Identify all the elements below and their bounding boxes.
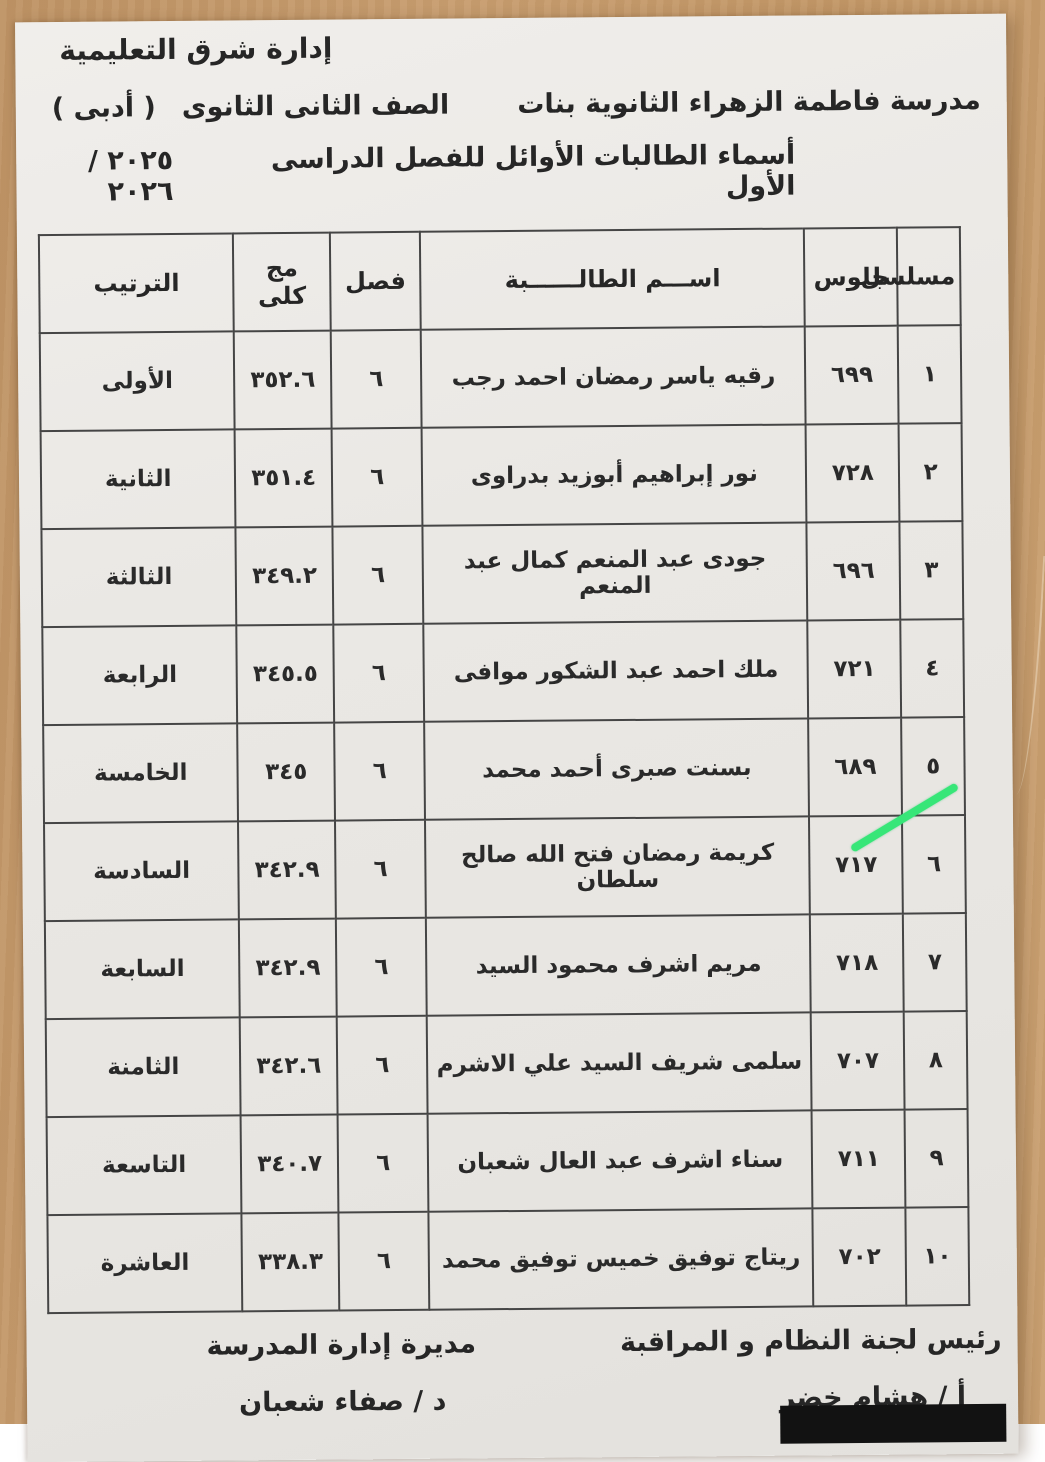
list-title: أسماء الطالبات الأوائل للفصل الدراسى الأ… xyxy=(270,139,796,203)
name-cell: كريمة رمضان فتح الله صالح سلطان xyxy=(425,816,811,918)
seat-cell: ٧١١ xyxy=(811,1109,906,1209)
table-row: ١٠ ٧٠٢ ريتاج توفيق خميس توفيق محمد ٦ ٣٣٨… xyxy=(47,1207,970,1314)
rank-cell: التاسعة xyxy=(46,1115,242,1216)
total-cell: ٣٤٢.٩ xyxy=(238,820,336,920)
class-cell: ٦ xyxy=(337,1113,429,1213)
seat-cell: ٦٨٩ xyxy=(808,717,903,817)
name-cell: سلمى شريف السيد علي الاشرم xyxy=(427,1012,812,1114)
name-cell: ملك احمد عبد الشكور موافى xyxy=(423,620,809,722)
serial-cell: ٣ xyxy=(899,521,964,620)
table-row-highlighted: ٦ ٧١٧ كريمة رمضان فتح الله صالح سلطان ٦ … xyxy=(44,815,966,922)
name-cell: مريم اشرف محمود السيد xyxy=(426,914,812,1016)
serial-cell: ٩ xyxy=(904,1109,969,1208)
table-row: ٧ ٧١٨ مريم اشرف محمود السيد ٦ ٣٤٢.٩ السا… xyxy=(44,913,967,1020)
seat-cell: ٧٠٧ xyxy=(811,1011,905,1111)
seat-cell: ٧٢١ xyxy=(807,619,902,719)
school-name: مدرسة فاطمة الزهراء الثانوية بنات xyxy=(517,84,981,120)
serial-cell: ٦ xyxy=(902,815,966,914)
table-row: ٩ ٧١١ سناء اشرف عبد العال شعبان ٦ ٣٤٠.٧ … xyxy=(46,1109,969,1216)
total-cell: ٣٥٢.٦ xyxy=(234,330,332,430)
serial-cell: ١٠ xyxy=(905,1207,970,1306)
total-cell: ٣٣٨.٣ xyxy=(241,1212,340,1312)
table-row: ٨ ٧٠٧ سلمى شريف السيد علي الاشرم ٦ ٣٤٢.٦… xyxy=(45,1011,968,1118)
total-cell: ٣٤٥.٥ xyxy=(236,624,335,724)
department-name: إدارة شرق التعليمية xyxy=(59,31,333,67)
table-row: ١ ٦٩٩ رقيه ياسر رمضان احمد رجب ٦ ٣٥٢.٦ ا… xyxy=(39,325,962,432)
seat-cell: ٧٠٢ xyxy=(812,1207,907,1307)
total-cell: ٣٥١.٤ xyxy=(234,428,333,528)
seat-cell: ٦٩٩ xyxy=(805,325,899,425)
principal-title: مديرة إدارة المدرسة xyxy=(206,1328,477,1362)
rank-cell: العاشرة xyxy=(47,1213,243,1314)
name-cell: رقيه ياسر رمضان احمد رجب xyxy=(421,326,806,428)
col-header-name: اســـم الطالــــــبة xyxy=(420,228,806,330)
serial-cell: ٢ xyxy=(898,423,963,522)
rank-cell: السابعة xyxy=(44,919,241,1020)
rank-cell: الثانية xyxy=(40,429,236,530)
top-students-table: مسلسل جلوس اســـم الطالــــــبة فصل مج ك… xyxy=(37,226,971,1315)
class-cell: ٦ xyxy=(331,427,423,527)
header-row: مسلسل جلوس اســـم الطالــــــبة فصل مج ك… xyxy=(38,227,961,334)
class-cell: ٦ xyxy=(335,917,428,1017)
total-cell: ٣٤٩.٢ xyxy=(235,526,334,626)
seat-cell: ٧٢٨ xyxy=(805,423,900,523)
rank-cell: الخامسة xyxy=(43,723,239,824)
academic-year: ٢٠٢٥ / ٢٠٢٦ xyxy=(87,144,174,208)
class-cell: ٦ xyxy=(335,819,427,919)
department-line: إدارة شرق التعليمية xyxy=(15,26,1006,68)
rank-cell: الثامنة xyxy=(45,1017,241,1118)
total-cell: ٣٤٢.٩ xyxy=(239,918,337,1018)
class-cell: ٦ xyxy=(336,1015,428,1115)
rank-cell: الثالثة xyxy=(41,527,237,628)
name-cell: سناء اشرف عبد العال شعبان xyxy=(427,1110,813,1212)
grade-label: الصف الثانى الثانوى xyxy=(181,89,450,123)
col-header-total: مج كلى xyxy=(233,232,331,332)
principal-name: د / صفاء شعبان xyxy=(238,1385,447,1419)
class-cell: ٦ xyxy=(333,623,425,723)
col-header-seat: جلوس xyxy=(804,227,899,327)
grade-group: الصف الثانى الثانوى ( أدبى ) xyxy=(52,90,450,124)
total-cell: ٣٤٥ xyxy=(237,722,336,822)
table-row: ٤ ٧٢١ ملك احمد عبد الشكور موافى ٦ ٣٤٥.٥ … xyxy=(42,619,965,726)
rank-cell: الأولى xyxy=(39,331,235,432)
col-header-serial: مسلسل xyxy=(860,227,961,326)
class-cell: ٦ xyxy=(332,525,424,625)
seat-cell: ٦٩٦ xyxy=(806,521,901,621)
total-cell: ٣٤٢.٦ xyxy=(240,1016,338,1116)
school-grade-line: مدرسة فاطمة الزهراء الثانوية بنات الصف ا… xyxy=(16,85,1007,125)
serial-cell: ٤ xyxy=(900,619,965,718)
serial-cell: ١ xyxy=(898,325,962,424)
name-cell: بسنت صبرى أحمد محمد xyxy=(424,718,810,820)
name-cell: ريتاج توفيق خميس توفيق محمد xyxy=(428,1208,814,1310)
serial-cell: ٨ xyxy=(904,1011,968,1110)
total-cell: ٣٤٠.٧ xyxy=(240,1114,339,1214)
seat-cell: ٧١٨ xyxy=(810,913,905,1013)
class-cell: ٦ xyxy=(334,721,426,821)
rank-cell: الرابعة xyxy=(42,625,238,726)
rank-cell: السادسة xyxy=(44,821,240,922)
signature-titles-row: رئيس لجنة النظام و المراقبة مديرة إدارة … xyxy=(26,1324,1017,1364)
col-header-class: فصل xyxy=(329,231,422,331)
table-row: ٣ ٦٩٦ جودى عبد المنعم كمال عبد المنعم ٦ … xyxy=(41,521,964,628)
list-title-line: أسماء الطالبات الأوائل للفصل الدراسى الأ… xyxy=(16,138,1008,209)
table-row: ٢ ٧٢٨ نور إبراهيم أبوزيد بدراوى ٦ ٣٥١.٤ … xyxy=(40,423,963,530)
table-row: ٥ ٦٨٩ بسنت صبرى أحمد محمد ٦ ٣٤٥ الخامسة xyxy=(43,717,965,824)
track-label: ( أدبى ) xyxy=(51,92,156,125)
class-cell: ٦ xyxy=(330,329,422,429)
name-cell: جودى عبد المنعم كمال عبد المنعم xyxy=(422,522,808,624)
col-header-rank: الترتيب xyxy=(38,233,235,334)
document-paper: إدارة شرق التعليمية مدرسة فاطمة الزهراء … xyxy=(15,13,1019,1462)
name-cell: نور إبراهيم أبوزيد بدراوى xyxy=(421,424,807,526)
class-cell: ٦ xyxy=(338,1211,430,1311)
serial-cell: ٧ xyxy=(903,913,967,1012)
committee-title: رئيس لجنة النظام و المراقبة xyxy=(619,1323,1002,1359)
